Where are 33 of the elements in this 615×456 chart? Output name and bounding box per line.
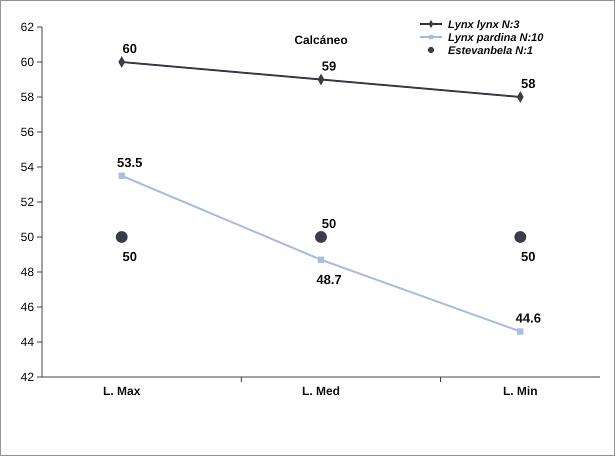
- x-tick-label: L. Min: [502, 384, 538, 398]
- data-label: 53.5: [117, 154, 142, 170]
- data-label: 58: [521, 76, 536, 91]
- point: [116, 231, 128, 243]
- point: [118, 172, 125, 179]
- y-tick-label: 50: [20, 230, 34, 244]
- y-tick-label: 46: [20, 300, 34, 314]
- y-tick-label: 58: [20, 90, 34, 104]
- y-tick-label: 60: [20, 55, 34, 69]
- y-tick-label: 56: [20, 125, 34, 139]
- legend-label: Estevanbela N:1: [448, 45, 533, 57]
- y-tick-label: 54: [20, 160, 34, 174]
- y-tick-label: 62: [20, 20, 34, 34]
- text: Calcáneo: [294, 33, 348, 47]
- point: [514, 231, 526, 243]
- y-tick-label: 52: [20, 195, 34, 209]
- y-tick-label: 48: [20, 265, 34, 279]
- data-label: 50: [521, 249, 536, 264]
- point: [517, 328, 524, 335]
- data-label: 60: [122, 41, 137, 56]
- y-tick-label: 44: [20, 335, 34, 349]
- data-label: 44.6: [516, 310, 541, 326]
- point: [318, 256, 324, 263]
- x-tick-label: L. Med: [302, 384, 340, 398]
- data-label: 59: [322, 58, 336, 74]
- data-label: 50: [122, 249, 137, 264]
- legend-label: Lynx lynx N:3: [448, 19, 520, 31]
- data-label: 48.7: [316, 272, 342, 287]
- legend-label: Lynx pardina N:10: [448, 32, 544, 44]
- x-tick-label: L. Max: [103, 384, 141, 398]
- point: [315, 231, 327, 243]
- data-label: 50: [322, 216, 336, 231]
- y-tick-label: 42: [20, 370, 34, 384]
